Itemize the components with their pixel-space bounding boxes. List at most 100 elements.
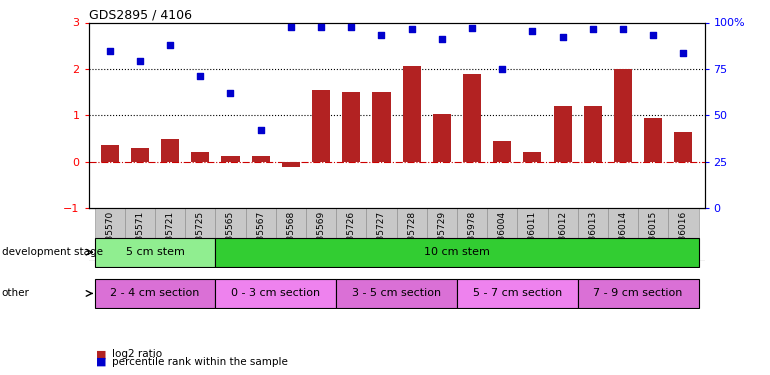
Bar — [191, 152, 209, 162]
Text: 5 - 7 cm section: 5 - 7 cm section — [473, 288, 562, 298]
Point — [224, 90, 236, 96]
Point — [436, 36, 448, 42]
Bar — [336, 279, 457, 308]
Bar — [584, 106, 602, 162]
Text: GSM36004: GSM36004 — [497, 211, 507, 260]
Bar — [367, 208, 397, 261]
Bar — [125, 208, 155, 261]
Bar — [638, 208, 668, 261]
Bar — [578, 208, 608, 261]
Bar — [487, 208, 517, 261]
Point — [406, 26, 418, 32]
Point — [496, 66, 508, 72]
Bar — [578, 279, 698, 308]
Point — [375, 33, 387, 39]
Text: GSM35569: GSM35569 — [316, 211, 326, 260]
Bar — [403, 66, 420, 162]
Text: ■: ■ — [96, 350, 107, 359]
Bar — [282, 162, 300, 167]
Point — [164, 42, 176, 48]
Text: GSM35568: GSM35568 — [286, 211, 296, 260]
Bar — [216, 208, 246, 261]
Text: log2 ratio: log2 ratio — [112, 350, 162, 359]
Bar — [216, 279, 336, 308]
Text: GSM36012: GSM36012 — [558, 211, 567, 260]
Bar — [95, 208, 125, 261]
Bar — [668, 208, 698, 261]
Text: GSM36013: GSM36013 — [588, 211, 598, 260]
Bar — [493, 141, 511, 162]
Text: GSM35725: GSM35725 — [196, 211, 205, 260]
Text: GSM36011: GSM36011 — [528, 211, 537, 260]
Bar — [246, 208, 276, 261]
Text: GSM35726: GSM35726 — [346, 211, 356, 260]
Text: 2 - 4 cm section: 2 - 4 cm section — [110, 288, 199, 298]
Bar — [547, 208, 578, 261]
Text: 0 - 3 cm section: 0 - 3 cm section — [231, 288, 320, 298]
Text: ■: ■ — [96, 357, 107, 367]
Text: GSM36015: GSM36015 — [648, 211, 658, 260]
Point — [678, 50, 690, 55]
Text: 7 - 9 cm section: 7 - 9 cm section — [594, 288, 683, 298]
Point — [647, 33, 659, 39]
Bar — [216, 238, 698, 267]
Bar — [524, 152, 541, 162]
Text: 10 cm stem: 10 cm stem — [424, 247, 490, 257]
Bar — [427, 208, 457, 261]
Text: GSM35565: GSM35565 — [226, 211, 235, 260]
Point — [315, 24, 327, 30]
Point — [255, 127, 267, 133]
Point — [557, 34, 569, 40]
Point — [617, 27, 629, 33]
Point — [194, 73, 206, 79]
Bar — [517, 208, 547, 261]
Bar — [457, 208, 487, 261]
Bar — [276, 208, 306, 261]
Point — [345, 24, 357, 30]
Bar — [101, 146, 119, 162]
Text: 3 - 5 cm section: 3 - 5 cm section — [352, 288, 441, 298]
Point — [466, 25, 478, 31]
Bar — [614, 69, 632, 162]
Bar — [185, 208, 216, 261]
Bar — [373, 92, 390, 162]
Point — [103, 48, 116, 54]
Bar — [342, 92, 360, 162]
Point — [526, 28, 538, 34]
Text: GDS2895 / 4106: GDS2895 / 4106 — [89, 8, 192, 21]
Bar — [608, 208, 638, 261]
Bar — [155, 208, 185, 261]
Bar — [95, 279, 216, 308]
Text: GSM35721: GSM35721 — [166, 211, 175, 260]
Bar — [161, 140, 179, 162]
Text: other: other — [2, 288, 29, 298]
Bar — [675, 132, 692, 162]
Text: GSM35729: GSM35729 — [437, 211, 447, 260]
Text: GSM35978: GSM35978 — [467, 211, 477, 260]
Bar — [457, 279, 578, 308]
Bar — [463, 74, 481, 162]
Text: GSM35570: GSM35570 — [105, 211, 114, 260]
Text: percentile rank within the sample: percentile rank within the sample — [112, 357, 287, 367]
Text: GSM35571: GSM35571 — [136, 211, 145, 260]
Bar — [131, 148, 149, 162]
Point — [285, 24, 297, 30]
Bar — [336, 208, 367, 261]
Text: GSM35727: GSM35727 — [377, 211, 386, 260]
Bar — [644, 118, 662, 162]
Bar — [306, 208, 336, 261]
Text: development stage: development stage — [2, 247, 102, 257]
Point — [587, 27, 599, 33]
Text: GSM36014: GSM36014 — [618, 211, 628, 260]
Bar — [312, 90, 330, 162]
Text: 5 cm stem: 5 cm stem — [126, 247, 185, 257]
Bar — [95, 238, 216, 267]
Bar — [252, 156, 270, 162]
Bar — [433, 114, 451, 162]
Text: GSM35567: GSM35567 — [256, 211, 265, 260]
Bar — [554, 106, 571, 162]
Bar — [222, 156, 239, 162]
Text: GSM35728: GSM35728 — [407, 211, 416, 260]
Text: GSM36016: GSM36016 — [679, 211, 688, 260]
Bar — [397, 208, 427, 261]
